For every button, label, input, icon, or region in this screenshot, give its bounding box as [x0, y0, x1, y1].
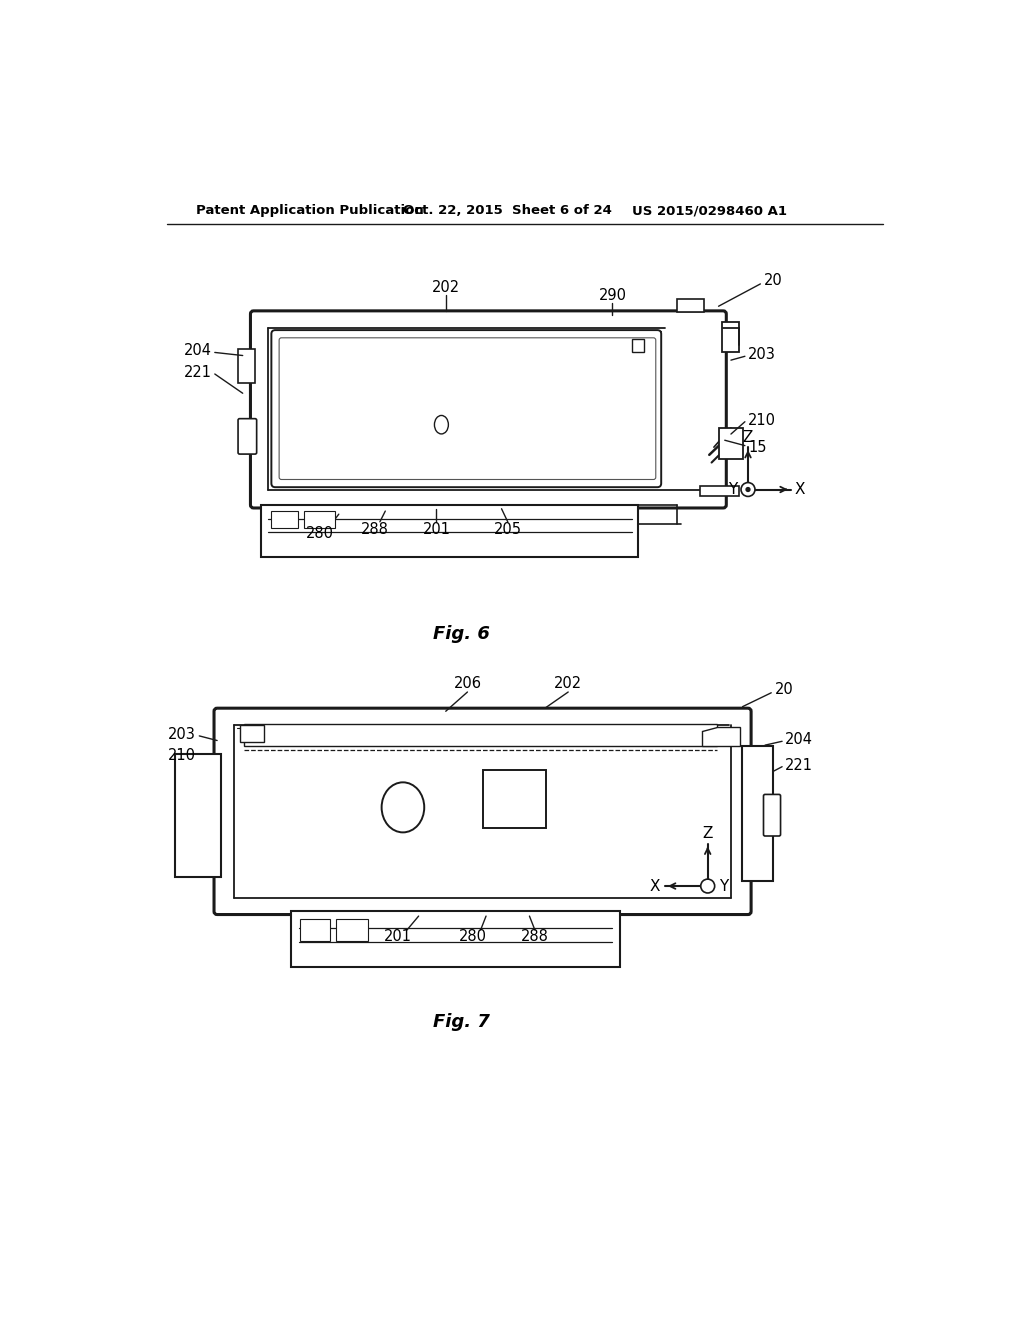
Text: Fig. 7: Fig. 7 [433, 1014, 489, 1031]
Text: 201: 201 [423, 521, 451, 537]
Bar [291, 911, 621, 966]
Text: X: X [650, 879, 660, 894]
Text: 203: 203 [748, 347, 776, 362]
FancyBboxPatch shape [251, 312, 726, 508]
Text: Patent Application Publication: Patent Application Publication [197, 205, 424, 218]
Text: Z: Z [702, 826, 713, 841]
Polygon shape [701, 726, 740, 746]
Text: 290: 290 [598, 288, 627, 304]
Bar [174, 754, 221, 876]
Text: US 2015/0298460 A1: US 2015/0298460 A1 [632, 205, 786, 218]
Text: 205: 205 [494, 521, 522, 537]
FancyBboxPatch shape [271, 330, 662, 487]
Text: 204: 204 [785, 733, 813, 747]
Bar [245, 725, 717, 746]
Text: X: X [795, 482, 805, 498]
Bar [336, 919, 369, 941]
Text: 210: 210 [168, 747, 197, 763]
Bar [719, 428, 742, 459]
FancyBboxPatch shape [214, 708, 751, 915]
Circle shape [700, 879, 715, 894]
Ellipse shape [434, 416, 449, 434]
Bar [632, 339, 644, 352]
Text: Oct. 22, 2015  Sheet 6 of 24: Oct. 22, 2015 Sheet 6 of 24 [403, 205, 612, 218]
Text: 15: 15 [748, 440, 767, 454]
Bar [304, 511, 335, 528]
Text: Y: Y [728, 482, 737, 498]
Bar [482, 771, 546, 828]
Text: Y: Y [719, 879, 728, 894]
Text: 221: 221 [183, 364, 212, 380]
Text: 20: 20 [764, 272, 782, 288]
Text: 201: 201 [384, 928, 412, 944]
Text: 202: 202 [432, 280, 460, 296]
Bar [677, 298, 703, 313]
Bar [300, 919, 330, 941]
Text: Fig. 6: Fig. 6 [433, 626, 489, 643]
Ellipse shape [382, 783, 424, 833]
FancyBboxPatch shape [238, 418, 257, 454]
Text: 20: 20 [775, 682, 794, 697]
FancyBboxPatch shape [764, 795, 780, 836]
Circle shape [741, 483, 755, 496]
Text: 280: 280 [459, 928, 486, 944]
Text: 280: 280 [306, 525, 334, 541]
Text: 288: 288 [360, 521, 388, 537]
Text: Z: Z [742, 429, 754, 445]
Text: 288: 288 [521, 928, 549, 944]
Circle shape [746, 487, 750, 491]
Bar [238, 348, 255, 383]
Bar [270, 511, 298, 528]
Bar [261, 504, 638, 557]
Text: 210: 210 [748, 413, 776, 428]
FancyBboxPatch shape [280, 338, 655, 479]
Text: 206: 206 [454, 676, 481, 692]
Polygon shape [241, 725, 263, 742]
Bar [722, 322, 738, 352]
Bar [700, 487, 738, 496]
Text: 204: 204 [183, 343, 212, 359]
Text: 203: 203 [168, 727, 197, 742]
Text: 202: 202 [554, 676, 583, 692]
Bar [741, 746, 773, 880]
Text: 221: 221 [785, 758, 813, 772]
